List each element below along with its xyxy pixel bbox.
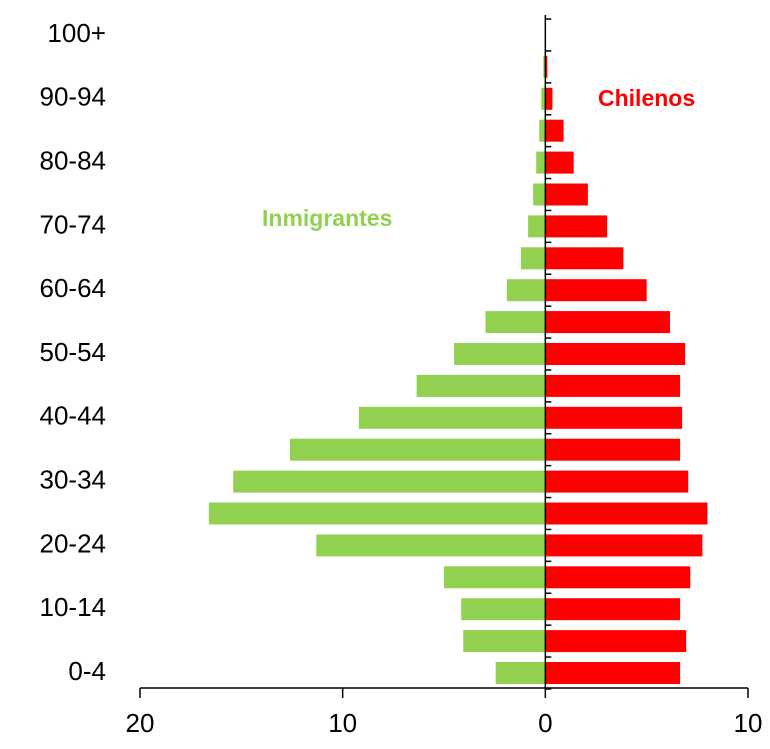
bar <box>316 534 546 557</box>
y-tick-label: 10-14 <box>40 592 107 622</box>
bar <box>541 87 546 110</box>
bar <box>545 662 681 684</box>
bar <box>543 55 546 78</box>
legend-label: Inmigrantes <box>262 205 392 231</box>
bar <box>533 183 546 206</box>
y-tick-label: 90-94 <box>40 82 107 112</box>
y-tick-label: 50-54 <box>40 337 107 367</box>
bar <box>358 406 546 429</box>
bar <box>506 279 546 302</box>
bar <box>454 343 546 365</box>
x-tick-label: 0 <box>538 708 552 738</box>
bar <box>416 374 546 397</box>
y-tick-label: 40-44 <box>40 401 107 431</box>
bar <box>545 183 588 206</box>
y-tick-label: 30-34 <box>40 464 107 494</box>
bar <box>233 470 546 493</box>
y-tick-label: 80-84 <box>40 145 107 175</box>
bar <box>545 151 574 174</box>
bar <box>463 630 546 653</box>
bar <box>461 598 546 621</box>
bar <box>536 151 546 174</box>
bar <box>521 247 546 270</box>
bar <box>444 566 546 589</box>
bar <box>545 502 708 525</box>
x-tick-label: 20 <box>126 708 155 738</box>
bar <box>495 662 546 684</box>
bar <box>545 119 564 142</box>
bar <box>528 215 546 238</box>
bar <box>208 502 546 525</box>
bar <box>545 374 681 397</box>
x-tick-label: 10 <box>734 708 763 738</box>
bar <box>545 598 681 621</box>
bar <box>545 534 703 557</box>
y-tick-label: 60-64 <box>40 273 107 303</box>
y-tick-label: 0-4 <box>68 656 106 686</box>
bar <box>545 470 689 493</box>
bar <box>545 55 548 78</box>
bar <box>545 279 647 302</box>
bar <box>545 247 624 270</box>
bar <box>545 566 691 589</box>
bar <box>289 438 546 461</box>
bar <box>485 311 546 334</box>
x-tick-label: 10 <box>328 708 357 738</box>
bar <box>545 87 553 110</box>
y-tick-label: 100+ <box>47 18 106 48</box>
bar <box>545 215 608 238</box>
bar <box>545 406 683 429</box>
y-tick-label: 70-74 <box>40 209 107 239</box>
bar <box>539 119 546 142</box>
bar <box>545 311 670 334</box>
y-tick-label: 20-24 <box>40 528 107 558</box>
legend-label: Chilenos <box>598 85 695 111</box>
bar <box>545 630 687 653</box>
bar <box>545 343 686 365</box>
bar <box>545 438 681 461</box>
